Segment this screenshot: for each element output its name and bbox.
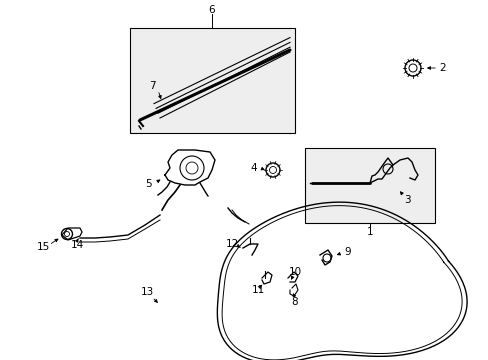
Text: 5: 5 [144, 179, 151, 189]
Text: 8: 8 [291, 297, 298, 307]
Text: 13: 13 [140, 287, 153, 297]
Polygon shape [164, 150, 215, 185]
Text: 9: 9 [344, 247, 350, 257]
Text: 2: 2 [439, 63, 446, 73]
Bar [305, 148, 434, 223]
Text: 4: 4 [250, 163, 257, 173]
Text: 11: 11 [251, 285, 264, 295]
Text: 10: 10 [288, 267, 301, 277]
Text: 12: 12 [225, 239, 238, 249]
Polygon shape [62, 228, 82, 240]
Text: 7: 7 [148, 81, 155, 91]
Text: 1: 1 [366, 227, 372, 237]
Text: 15: 15 [36, 242, 49, 252]
Text: 6: 6 [208, 5, 215, 15]
Bar [130, 28, 294, 133]
Text: 3: 3 [403, 195, 409, 205]
Text: 14: 14 [70, 240, 83, 250]
